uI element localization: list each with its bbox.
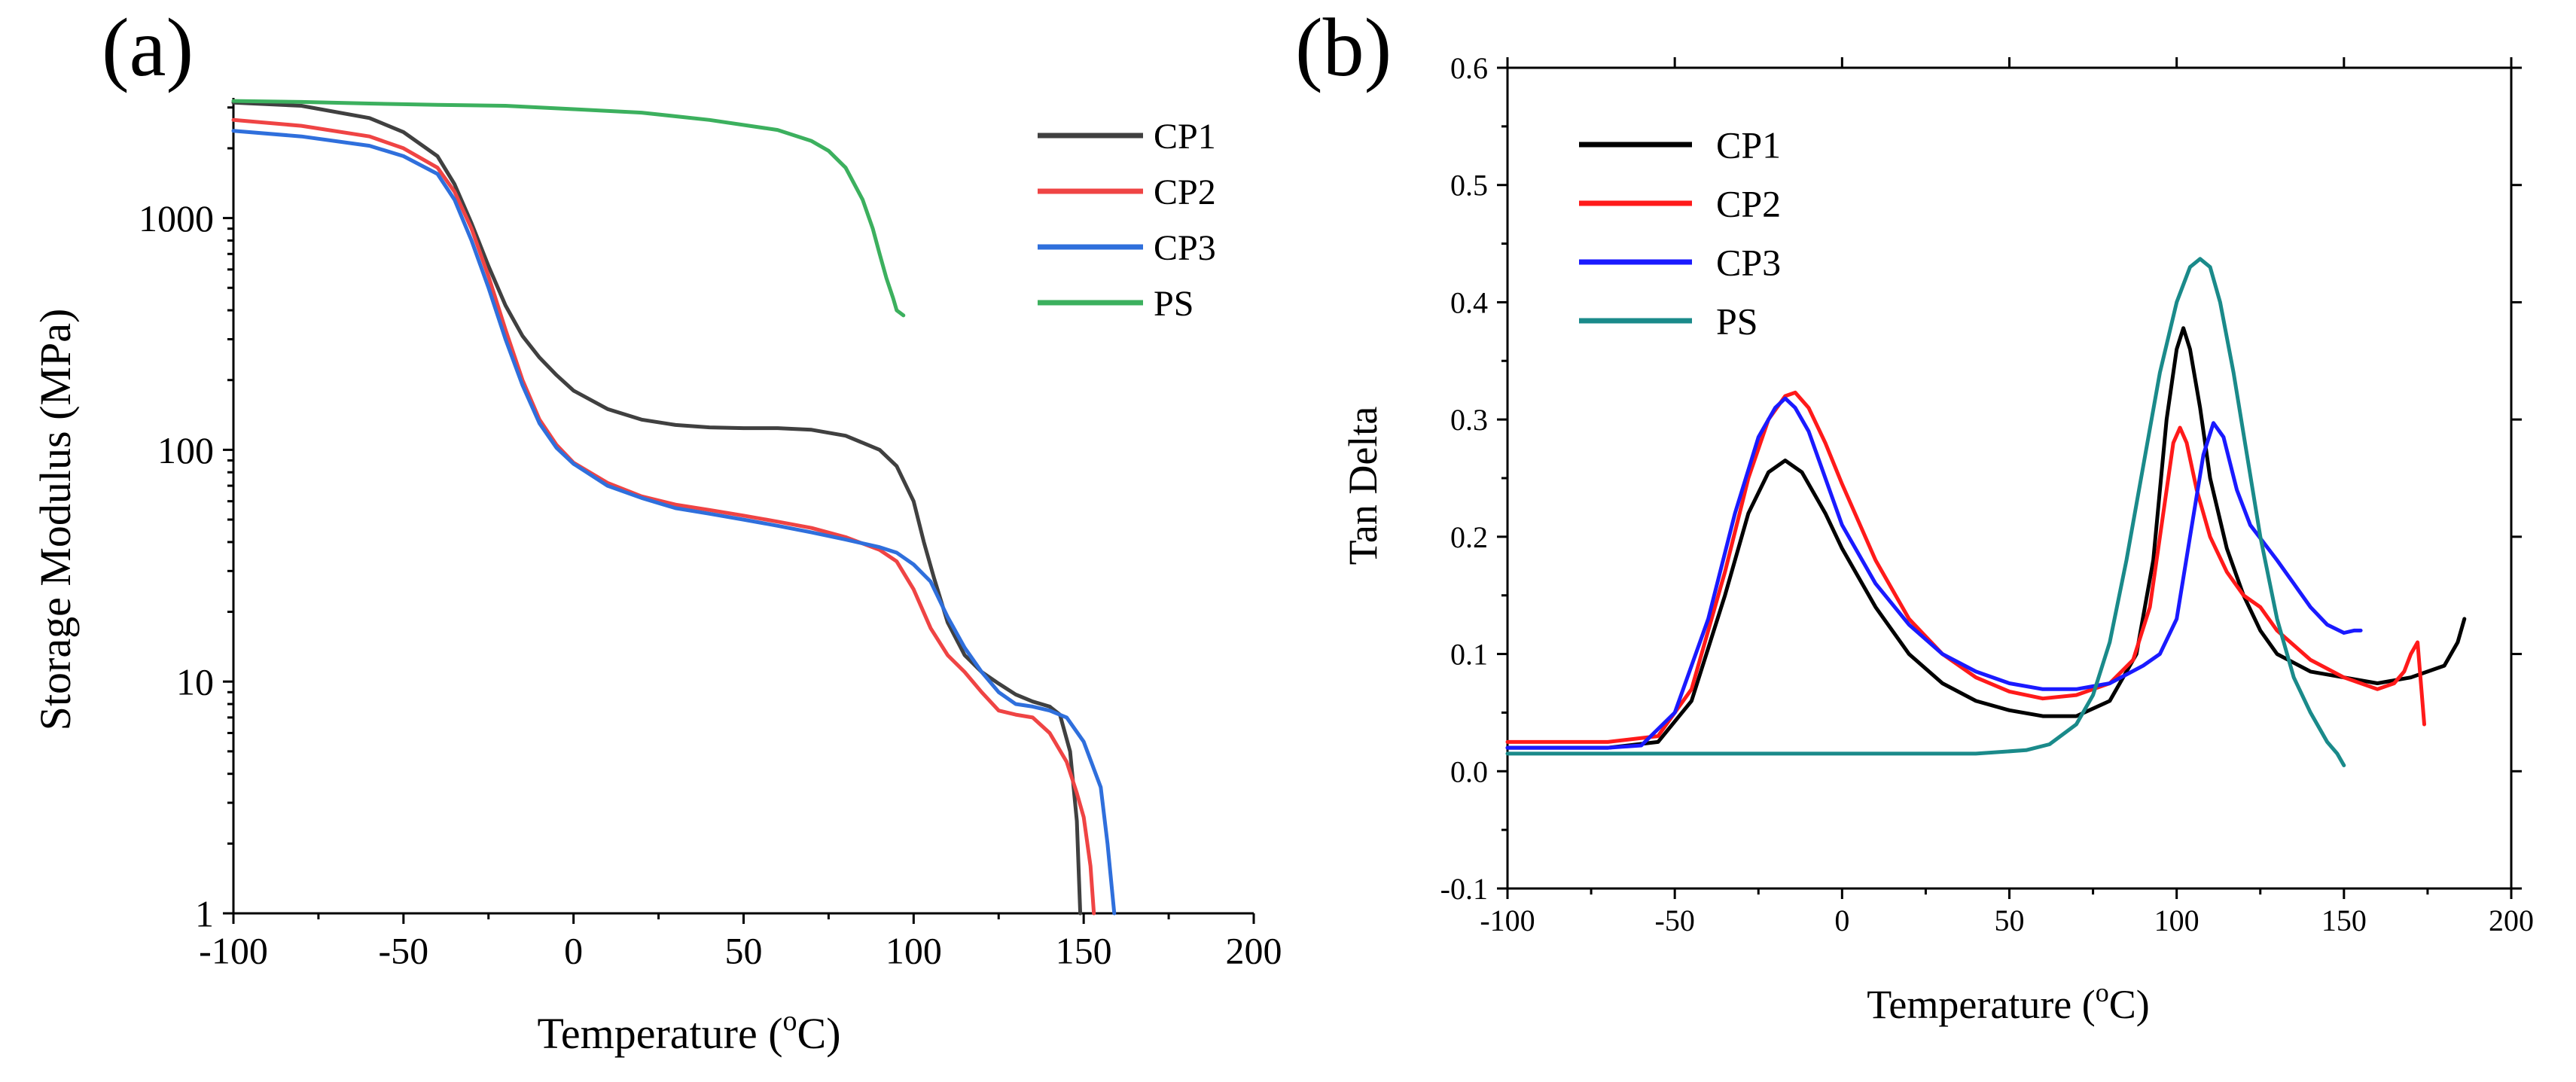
legend-label-ps: PS [1716, 300, 1758, 343]
panel-b-y-tick-label: 0.3 [1450, 403, 1488, 437]
panel-b: (b) -100 -50 0 50 100 150 200 -0.1 0.0 0.1 0.2 0.3… [1295, 2, 2534, 1027]
panel-a-y-tick-label: 10 [176, 661, 214, 703]
panel-a-x-tick-label: 50 [725, 930, 763, 972]
panel-b-y-tick-label: 0.1 [1450, 638, 1488, 672]
panel-b-series-cp3-line [1505, 396, 2363, 750]
legend-label-cp2: CP2 [1716, 183, 1781, 225]
panel-b-x-tick-label: 50 [1995, 904, 2025, 937]
panel-a-series-cp2-line [231, 117, 1096, 916]
panel-b-y-ticks: -0.1 0.0 0.1 0.2 0.3 0.4 0.5 0.6 [1440, 51, 2522, 906]
panel-b-y-tick-label: -0.1 [1440, 872, 1488, 906]
panel-b-x-tick-label: 0 [1834, 904, 1849, 937]
panel-b-legend: CP1 CP2 CP3 PS [1579, 124, 1781, 343]
panel-b-series-cp2-line [1505, 390, 2426, 744]
panel-b-y-tick-label: 0.4 [1450, 285, 1488, 319]
legend-label-cp2: CP2 [1154, 172, 1216, 212]
panel-b-y-tick-label: 0.0 [1450, 754, 1488, 788]
panel-b-x-ticks: -100 -50 0 50 100 150 200 [1480, 57, 2534, 937]
panel-a-y-axis-label: Storage Modulus (MPa) [31, 309, 80, 731]
panel-a-series-ps-line [231, 99, 906, 318]
panel-a-legend: CP1 CP2 CP3 PS [1038, 117, 1216, 324]
panel-b-plot [1505, 66, 2513, 890]
panel-b-series-cp1-line [1505, 326, 2467, 750]
panel-b-y-tick-label: 0.5 [1450, 169, 1488, 203]
panel-a-series-cp1-line [231, 100, 1083, 916]
panel-a-x-tick-label: 200 [1226, 930, 1282, 972]
panel-b-x-axis-label: Temperature (oC) [1867, 977, 2150, 1027]
panel-b-plot-frame [1506, 66, 2513, 890]
panel-b-y-tick-label: 0.6 [1450, 51, 1488, 85]
panel-a-x-tick-label: 100 [886, 930, 942, 972]
panel-b-x-tick-label: 150 [2321, 904, 2367, 937]
panel-a-y-tick-label: 1 [195, 893, 214, 935]
panel-b-y-axis-label: Tan Delta [1340, 407, 1386, 565]
panel-a-y-ticks: 1 10 100 1000 [139, 106, 233, 935]
panel-b-y-tick-label: 0.2 [1450, 520, 1488, 554]
panel-b-series-ps-line [1505, 257, 2346, 767]
legend-label-ps: PS [1154, 284, 1193, 324]
panel-a-label: (a) [102, 2, 194, 93]
panel-b-x-tick-label: -50 [1655, 904, 1695, 937]
panel-a-x-tick-label: -100 [199, 930, 268, 972]
legend-label-cp1: CP1 [1716, 124, 1781, 166]
panel-a-x-axis-label: Temperature (oC) [537, 1005, 840, 1058]
legend-label-cp1: CP1 [1154, 117, 1216, 157]
panel-a-y-tick-label: 100 [157, 429, 214, 471]
legend-label-cp3: CP3 [1716, 242, 1781, 284]
panel-b-x-tick-label: 100 [2154, 904, 2200, 937]
panel-b-label: (b) [1295, 2, 1392, 93]
panel-a-x-tick-label: 150 [1056, 930, 1112, 972]
panel-a: (a) -100 -50 0 50 100 150 200 1 10 100 1000 Tempe… [31, 2, 1282, 1058]
panel-a-x-tick-label: 0 [564, 930, 583, 972]
panel-b-x-tick-label: -100 [1480, 904, 1535, 937]
panel-a-x-ticks: -100 -50 0 50 100 150 200 [199, 913, 1282, 972]
panel-a-x-tick-label: -50 [379, 930, 429, 972]
panel-b-x-tick-label: 200 [2489, 904, 2534, 937]
panel-a-plot [231, 98, 1254, 916]
legend-label-cp3: CP3 [1154, 228, 1216, 268]
panel-a-series-cp3-line [231, 129, 1117, 916]
panel-a-y-tick-label: 1000 [139, 197, 214, 239]
